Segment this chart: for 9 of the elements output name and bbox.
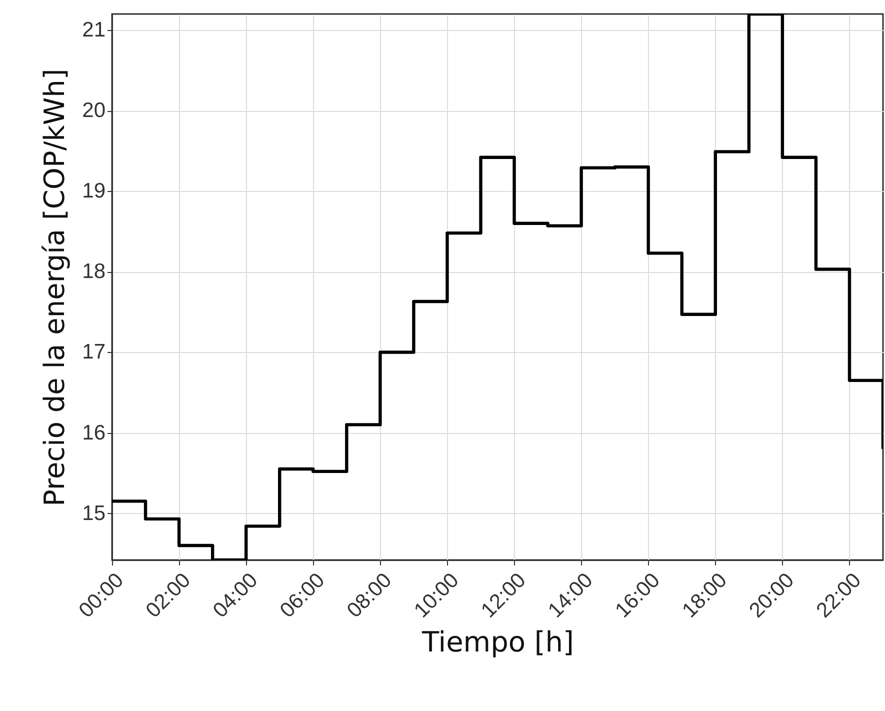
y-tick-label: 15 bbox=[82, 502, 106, 525]
x-axis-title: Tiempo [h] bbox=[421, 626, 574, 659]
y-axis-title: Precio de la energía [COP/kWh] bbox=[38, 68, 72, 506]
y-tick-label: 21 bbox=[82, 18, 106, 42]
y-tick-label: 20 bbox=[82, 99, 106, 122]
y-tick-label: 17 bbox=[82, 340, 106, 364]
y-tick-label: 18 bbox=[82, 260, 106, 284]
y-tick-label: 16 bbox=[82, 421, 106, 444]
y-tick-label: 19 bbox=[82, 180, 106, 203]
